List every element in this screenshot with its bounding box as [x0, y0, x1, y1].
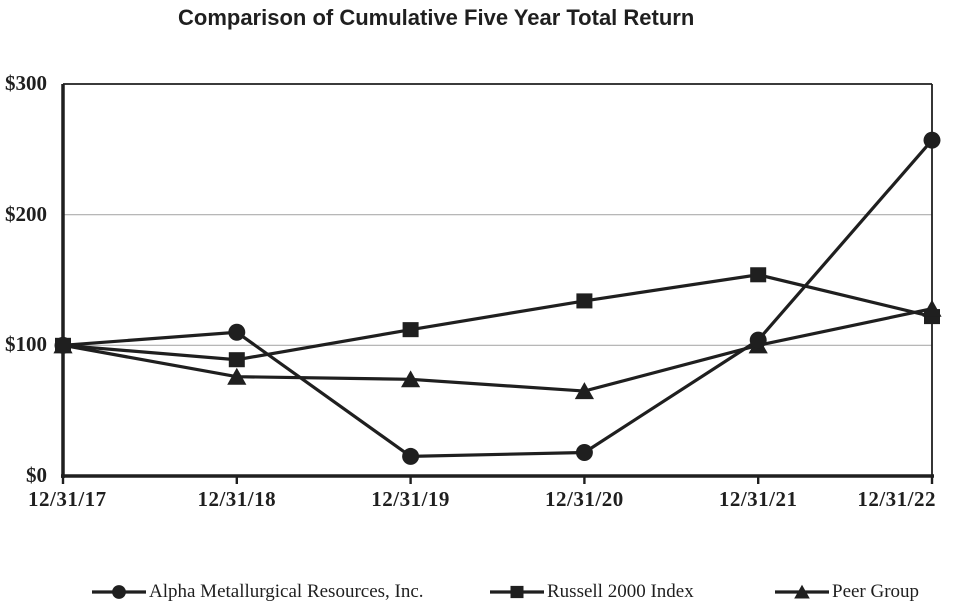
legend-marker-shape	[794, 584, 810, 599]
data-point-peer-group-12-31-22	[922, 299, 942, 317]
data-point-peer-group-12-31-19	[401, 370, 421, 388]
data-point-russell-2000-index-12-31-21	[750, 267, 767, 283]
series-line-alpha-metallurgical-resources-inc	[62, 139, 934, 459]
x-tick-label-12-31-21: 12/31/21	[718, 487, 798, 511]
legend-marker-triangle-icon	[775, 584, 829, 599]
legend-label-peer-group: Peer Group	[832, 581, 920, 602]
series-line-peer-group	[62, 307, 933, 393]
legend-item-alpha-metallurgical-resources-inc: Alpha Metallurgical Resources, Inc.	[92, 581, 424, 603]
data-point-alpha-metallurgical-resources-inc-12-31-18	[228, 323, 246, 341]
x-tick-label-12-31-22: 12/31/22	[857, 487, 936, 511]
data-point-peer-group-12-31-20	[574, 382, 594, 400]
legend-item-russell-2000-index: Russell 2000 Index	[490, 581, 694, 603]
data-point-russell-2000-index-12-31-19	[402, 322, 419, 338]
legend-marker-square-icon	[490, 585, 544, 599]
data-point-alpha-metallurgical-resources-inc-12-31-22	[923, 131, 941, 149]
legend-marker-shape	[510, 585, 524, 599]
series-line-russell-2000-index	[62, 273, 933, 362]
x-tick-label-12-31-17: 12/31/17	[28, 487, 107, 511]
y-tick-label-0: $0	[26, 463, 47, 487]
data-point-russell-2000-index-12-31-20	[576, 293, 593, 309]
y-tick-label-100: $100	[5, 332, 47, 357]
legend-item-peer-group: Peer Group	[775, 581, 919, 603]
data-point-peer-group-12-31-18	[227, 367, 247, 385]
data-point-alpha-metallurgical-resources-inc-12-31-17	[54, 336, 72, 354]
legend-label-alpha-metallurgical-resources-inc: Alpha Metallurgical Resources, Inc.	[149, 581, 424, 602]
legend-marker-circle-icon	[92, 585, 146, 599]
legend-label-russell-2000-index: Russell 2000 Index	[547, 581, 694, 602]
data-point-alpha-metallurgical-resources-inc-12-31-21	[749, 331, 767, 349]
x-tick-label-12-31-18: 12/31/18	[197, 487, 277, 511]
legend-marker-shape	[112, 585, 126, 599]
x-tick-label-12-31-20: 12/31/20	[545, 487, 624, 511]
y-tick-label-200: $200	[5, 201, 47, 226]
data-point-alpha-metallurgical-resources-inc-12-31-19	[402, 447, 420, 465]
x-tick-label-12-31-19: 12/31/19	[371, 487, 450, 511]
data-point-russell-2000-index-12-31-18	[228, 352, 245, 368]
y-tick-label-300: $300	[5, 71, 47, 95]
data-point-alpha-metallurgical-resources-inc-12-31-20	[575, 444, 593, 461]
chart-title: Comparison of Cumulative Five Year Total…	[178, 5, 695, 30]
